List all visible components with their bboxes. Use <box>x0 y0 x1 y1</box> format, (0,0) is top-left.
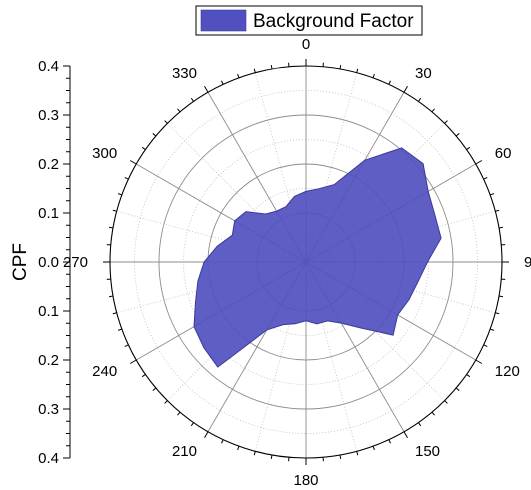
angle-tick-minor <box>356 68 359 73</box>
angle-tick-minor <box>141 146 146 150</box>
angle-tick-minor <box>117 328 122 331</box>
angle-tick-minor <box>112 312 117 315</box>
series-area-background-factor <box>193 147 442 368</box>
angle-tick-minor <box>498 295 504 298</box>
angle-tick-minor <box>253 68 256 73</box>
angle-tick-minor <box>444 400 448 404</box>
angle-tick-minor <box>466 374 471 378</box>
angle-tick-minor <box>339 64 342 70</box>
angle-tick-minor <box>152 387 157 391</box>
radial-tick-label: 0.3 <box>38 401 59 418</box>
legend-label: Background Factor <box>253 11 414 32</box>
angle-tick-minor <box>483 344 488 347</box>
angle-tick-minor <box>431 108 435 113</box>
angle-tick-minor <box>253 451 256 456</box>
angle-label: 150 <box>415 443 440 460</box>
angle-tick-minor <box>112 209 117 212</box>
angle-tick-minor <box>455 387 460 391</box>
radial-tick-label: 0.0 <box>38 254 59 271</box>
angle-label: 0 <box>302 36 310 53</box>
angle-tick-minor <box>444 120 448 124</box>
angle-tick-minor <box>108 226 114 229</box>
angle-tick-major <box>204 85 209 93</box>
radial-tick-label: 0.1 <box>38 205 59 222</box>
angle-tick-minor <box>190 422 194 427</box>
y-axis-label: CPF <box>10 243 31 281</box>
angle-tick-minor <box>164 120 168 124</box>
angle-tick-minor <box>455 133 460 137</box>
angle-label: 300 <box>92 145 117 162</box>
radial-tick-label: 0.1 <box>38 303 59 320</box>
angle-tick-minor <box>237 446 240 451</box>
angle-tick-minor <box>177 108 181 113</box>
radial-tick-label: 0.4 <box>38 58 59 75</box>
angle-tick-minor <box>339 454 342 460</box>
angle-tick-minor <box>141 374 146 378</box>
angle-tick-major <box>129 359 137 364</box>
angle-tick-minor <box>117 193 122 196</box>
angle-tick-minor <box>372 446 375 451</box>
angle-labels: 0 30 60 90 120 150 180 210 240 270 300 330 <box>63 36 531 489</box>
angle-tick-major <box>403 85 408 93</box>
angle-label: 60 <box>495 145 512 162</box>
angle-label: 120 <box>495 363 520 380</box>
angle-tick-minor <box>152 133 157 137</box>
angle-tick-major <box>403 431 408 439</box>
radial-tick-label: 0.2 <box>38 352 59 369</box>
angle-tick-minor <box>356 451 359 456</box>
angle-tick-minor <box>490 328 495 331</box>
angle-tick-minor <box>388 439 391 444</box>
outer-ring <box>103 59 509 465</box>
angle-tick-minor <box>431 411 435 416</box>
angle-label: 330 <box>172 65 197 82</box>
angle-label: 240 <box>92 363 117 380</box>
angle-label: 270 <box>63 254 88 271</box>
legend-swatch <box>200 9 247 32</box>
radial-tick-label: 0.2 <box>38 156 59 173</box>
angle-tick-major <box>204 431 209 439</box>
legend: Background Factor <box>195 5 423 36</box>
angle-tick-minor <box>270 64 273 70</box>
radial-axis: 0.4 0.3 0.2 0.1 0.0 0.1 0.2 0.3 0.4 <box>38 58 71 467</box>
angle-tick-minor <box>498 226 504 229</box>
angle-tick-minor <box>190 97 194 102</box>
angle-tick-minor <box>108 295 114 298</box>
angle-tick-minor <box>495 209 500 212</box>
radial-tick-label: 0.4 <box>38 450 59 467</box>
angle-tick-minor <box>124 177 129 180</box>
angle-label: 30 <box>415 65 432 82</box>
angle-tick-minor <box>221 80 224 85</box>
data-area <box>193 147 442 368</box>
angle-tick-major <box>475 359 483 364</box>
angle-tick-minor <box>418 422 422 427</box>
angle-tick-minor <box>490 193 495 196</box>
angle-tick-minor <box>124 344 129 347</box>
angle-label: 180 <box>293 472 318 489</box>
angle-tick-minor <box>466 146 471 150</box>
angle-label: 210 <box>172 443 197 460</box>
angle-tick-minor <box>270 454 273 460</box>
angle-tick-minor <box>221 439 224 444</box>
angle-tick-minor <box>495 312 500 315</box>
angle-tick-minor <box>372 73 375 78</box>
angle-tick-minor <box>164 400 168 404</box>
radial-tick-label: 0.3 <box>38 107 59 124</box>
angle-tick-minor <box>418 97 422 102</box>
angle-tick-major <box>129 160 137 165</box>
angle-tick-minor <box>177 411 181 416</box>
angle-label: 90 <box>524 254 531 271</box>
angle-tick-major <box>475 160 483 165</box>
angle-tick-minor <box>388 80 391 85</box>
angle-tick-minor <box>237 73 240 78</box>
angle-tick-minor <box>483 177 488 180</box>
